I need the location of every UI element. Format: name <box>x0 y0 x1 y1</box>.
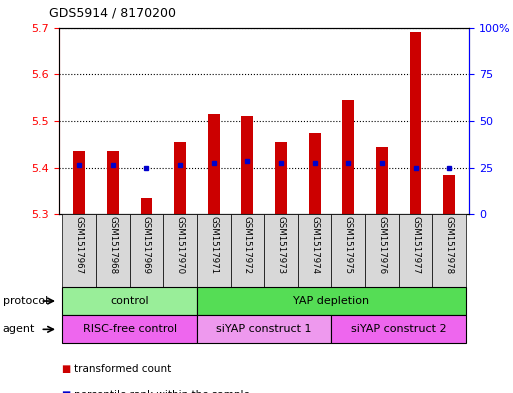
Bar <box>73 151 85 214</box>
Text: GSM1517972: GSM1517972 <box>243 217 252 274</box>
Bar <box>163 214 197 287</box>
Bar <box>376 147 388 214</box>
Text: GSM1517970: GSM1517970 <box>175 217 185 274</box>
Text: GSM1517977: GSM1517977 <box>411 217 420 274</box>
Bar <box>141 198 152 214</box>
Bar <box>197 214 230 287</box>
Bar <box>432 214 466 287</box>
Bar <box>63 287 197 315</box>
Text: protocol: protocol <box>3 296 48 306</box>
Bar <box>331 214 365 287</box>
Text: GSM1517968: GSM1517968 <box>108 217 117 274</box>
Text: GSM1517969: GSM1517969 <box>142 217 151 274</box>
Text: control: control <box>110 296 149 306</box>
Text: GDS5914 / 8170200: GDS5914 / 8170200 <box>49 7 176 20</box>
Bar <box>399 214 432 287</box>
Bar <box>63 214 96 287</box>
Bar <box>174 142 186 214</box>
Bar <box>342 100 354 214</box>
Bar <box>331 315 466 343</box>
Text: YAP depletion: YAP depletion <box>293 296 369 306</box>
Text: GSM1517971: GSM1517971 <box>209 217 218 274</box>
Text: agent: agent <box>3 324 35 334</box>
Text: transformed count: transformed count <box>74 364 172 374</box>
Bar <box>107 151 119 214</box>
Bar <box>264 214 298 287</box>
Text: GSM1517976: GSM1517976 <box>378 217 386 274</box>
Bar <box>365 214 399 287</box>
Text: ■: ■ <box>62 364 71 374</box>
Bar <box>298 214 331 287</box>
Text: percentile rank within the sample: percentile rank within the sample <box>74 389 250 393</box>
Bar <box>208 114 220 214</box>
Text: siYAP construct 1: siYAP construct 1 <box>216 324 312 334</box>
Text: ■: ■ <box>62 389 71 393</box>
Text: GSM1517975: GSM1517975 <box>344 217 353 274</box>
Bar <box>63 315 197 343</box>
Bar <box>96 214 130 287</box>
Text: RISC-free control: RISC-free control <box>83 324 176 334</box>
Bar <box>197 287 466 315</box>
Bar <box>197 315 331 343</box>
Text: siYAP construct 2: siYAP construct 2 <box>351 324 446 334</box>
Text: GSM1517967: GSM1517967 <box>75 217 84 274</box>
Bar <box>275 142 287 214</box>
Text: GSM1517978: GSM1517978 <box>445 217 453 274</box>
Bar <box>410 32 422 214</box>
Bar <box>130 214 163 287</box>
Text: GSM1517973: GSM1517973 <box>277 217 286 274</box>
Text: GSM1517974: GSM1517974 <box>310 217 319 274</box>
Bar <box>242 116 253 214</box>
Bar <box>230 214 264 287</box>
Bar <box>309 132 321 214</box>
Bar <box>443 174 455 214</box>
